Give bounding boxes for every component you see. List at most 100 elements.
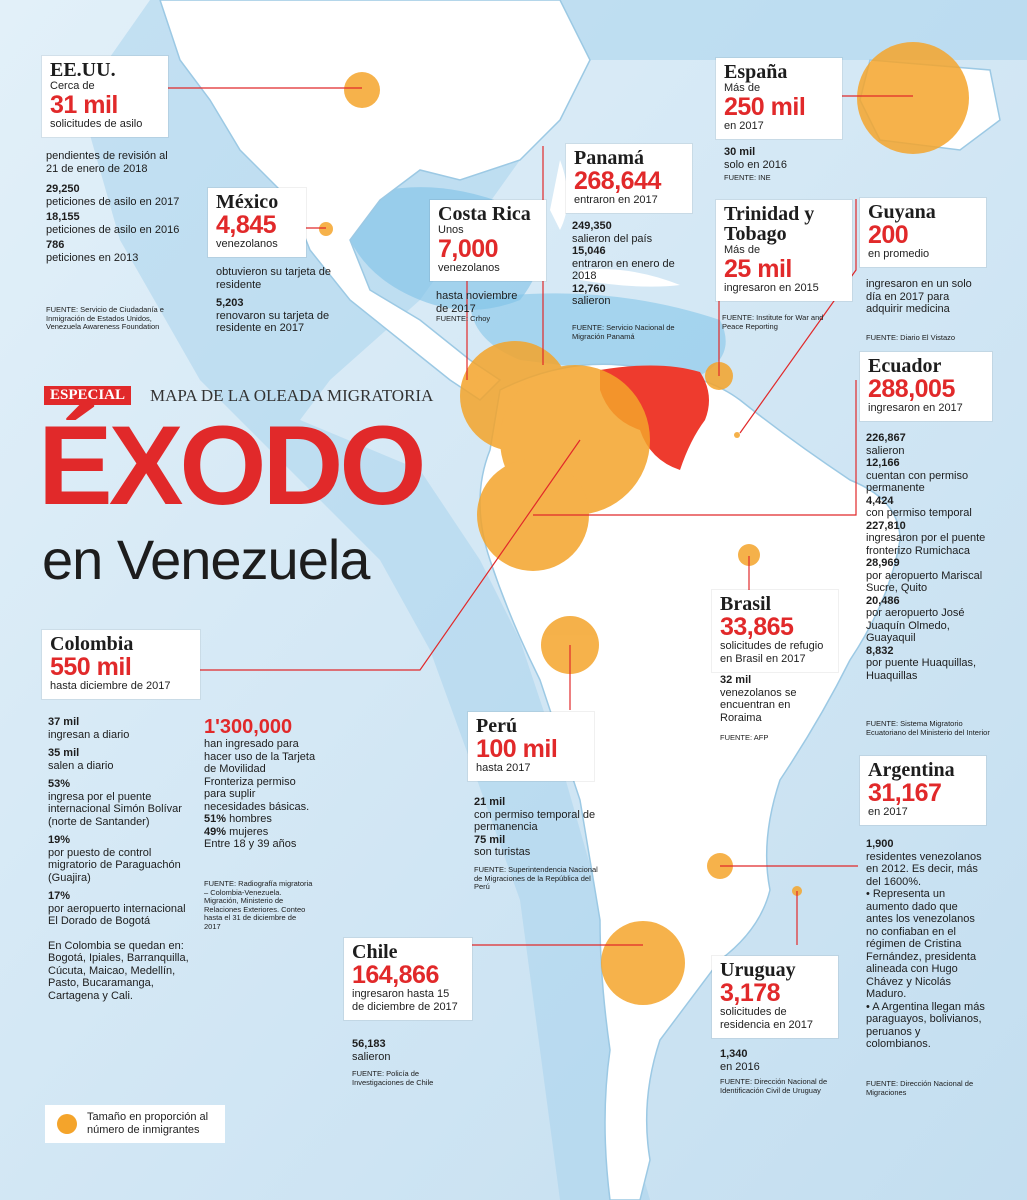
legend-text: Tamaño en proporción al número de inmigr… <box>87 1111 209 1136</box>
ecuador-big: 288,005 <box>868 375 955 403</box>
circle-mexico <box>319 222 333 236</box>
uruguay-source: FUENTE: Dirección Nacional de Identifica… <box>720 1077 828 1095</box>
argentina-source: FUENTE: Dirección Nacional de Migracione… <box>866 1079 974 1097</box>
uruguay-big: 3,178 <box>720 979 781 1007</box>
chile-text-2: salieron <box>352 1050 391 1063</box>
guyana-details: ingresaron en un solo día en 2017 para a… <box>866 278 986 319</box>
trinidad-name: Trinidad y Tobago <box>724 203 815 245</box>
mexico-name: México <box>216 191 279 213</box>
guyana-text: ingresaron en un solo día en 2017 para a… <box>866 278 972 315</box>
especial-tag: ESPECIAL <box>44 386 132 405</box>
brasil-name: Brasil <box>720 593 772 615</box>
ecuador-stat-3-num: 4,424 <box>866 494 894 507</box>
colombia-details: 37 mil ingresan a diario 35 mil salen a … <box>48 716 193 1005</box>
mexico-text-1: obtuvieron su tarjeta de residente <box>216 266 331 291</box>
argentina-box: Argentina 31,167 en 2017 <box>860 756 986 825</box>
colombia-age: Entre 18 y 39 años <box>204 838 297 850</box>
argentina-text-2: residentes venezolanos en 2012. Es decir… <box>866 850 982 888</box>
circle-costa-rica <box>474 375 490 391</box>
spain-num-2: 30 mil <box>724 146 756 158</box>
colombia-stat-5-text: por aeropuerto internacional El Dorado d… <box>48 902 186 928</box>
colombia-cities: En Colombia se quedan en: Bogotá, Ipiale… <box>48 939 189 1002</box>
uruguay-text-2: en 2016 <box>720 1060 760 1073</box>
costa-rica-text: hasta noviembre de 2017 <box>436 290 518 315</box>
colombia-source: FUENTE: Radiografía migratoria – Colombi… <box>204 879 313 931</box>
spain-details: 30 mil solo en 2016 <box>724 146 834 174</box>
ecuador-post: ingresaron en 2017 <box>868 402 963 414</box>
colombia-post: hasta diciembre de 2017 <box>50 680 171 692</box>
costa-rica-post: venezolanos <box>438 262 500 274</box>
spain-pre: Más de <box>724 82 761 94</box>
panama-source: FUENTE: Servicio Nacional de Migración P… <box>572 323 675 341</box>
spain-name: España <box>724 61 788 83</box>
usa-stat-3-num: 786 <box>46 239 65 251</box>
colombia-women-pct: 49% <box>204 825 227 838</box>
peru-stat-2-text: son turistas <box>474 846 531 858</box>
ecuador-stat-7-text: por puente Huaquillas, Huaquillas <box>866 657 977 682</box>
peru-details: 21 mil con permiso temporal de permanenc… <box>474 796 599 862</box>
panama-stat-2-num: 15,046 <box>572 245 606 257</box>
brasil-text-2: venezolanos se encuentran en Roraima <box>720 686 797 724</box>
uruguay-box: Uruguay 3,178 solicitudes de residencia … <box>712 956 838 1038</box>
ecuador-stat-2-text: cuentan con permiso permanente <box>866 469 969 495</box>
panama-stat-3-text: salieron <box>572 295 611 307</box>
costa-rica-source: FUENTE: Crhoy <box>436 314 491 323</box>
panama-big: 268,644 <box>574 167 661 195</box>
spain-text-2: solo en 2016 <box>724 158 787 171</box>
argentina-post: en 2017 <box>868 806 908 818</box>
mexico-details: obtuvieron su tarjeta de residente 5,203… <box>216 266 331 338</box>
brasil-post: solicitudes de refugio en Brasil en 2017 <box>720 640 824 665</box>
colombia-women: 49% mujeres <box>204 826 316 839</box>
chile-details: 56,183 salieron <box>352 1038 462 1066</box>
trinidad-post: ingresaron en 2015 <box>724 282 819 294</box>
panama-stat-1-num: 249,350 <box>572 220 612 232</box>
chile-source: FUENTE: Policía de Investigaciones de Ch… <box>352 1069 434 1087</box>
usa-name: EE.UU. <box>50 59 116 81</box>
chile-name: Chile <box>352 941 398 963</box>
legend: Tamaño en proporción al número de inmigr… <box>45 1105 225 1143</box>
colombia-box: Colombia 550 mil hasta diciembre de 2017 <box>42 630 200 699</box>
guyana-post: en promedio <box>868 248 930 260</box>
peru-box: Perú 100 mil hasta 2017 <box>468 712 594 781</box>
ecuador-stat-1-num: 226,867 <box>866 432 906 444</box>
uruguay-name: Uruguay <box>720 959 796 981</box>
guyana-big: 200 <box>868 221 909 249</box>
brasil-num-2: 32 mil <box>720 674 752 686</box>
trinidad-pre: Más de <box>724 244 761 256</box>
guyana-name: Guyana <box>868 201 936 223</box>
panama-box: Panamá 268,644 entraron en 2017 <box>566 144 692 213</box>
ecuador-box: Ecuador 288,005 ingresaron en 2017 <box>860 352 992 421</box>
colombia-stat-4-text: por puesto de control migratorio de Para… <box>48 846 181 884</box>
ecuador-source: FUENTE: Sistema Migratorio Ecuatoriano d… <box>866 719 990 737</box>
circle-chile <box>601 921 685 1005</box>
north-america <box>159 0 591 401</box>
uruguay-num-2: 1,340 <box>720 1048 748 1060</box>
brasil-box: Brasil 33,865 solicitudes de refugio en … <box>712 590 838 672</box>
spain-post: en 2017 <box>724 120 764 132</box>
ecuador-stat-5-num: 28,969 <box>866 557 900 569</box>
colombia-men: 51% hombres <box>204 813 316 826</box>
colombia-big: 550 mil <box>50 653 132 681</box>
mexico-num-2: 5,203 <box>216 297 244 309</box>
costa-rica-pre: Unos <box>438 224 464 236</box>
colombia-stat-1-num: 37 mil <box>48 716 80 728</box>
page-title-line2: en Venezuela <box>42 528 370 591</box>
mexico-text-2: renovaron su tarjeta de residente en 201… <box>216 309 330 335</box>
panama-stat-3-num: 12,760 <box>572 282 606 295</box>
spain-box: España Más de 250 mil en 2017 <box>716 58 842 139</box>
ecuador-stat-5-text: por aeropuerto Mariscal Sucre, Quito <box>866 569 983 595</box>
colombia-name: Colombia <box>50 633 134 655</box>
usa-pre: Cerca de <box>50 80 95 92</box>
circle-guyana <box>734 432 740 438</box>
ecuador-stat-4-text: ingresaron por el puente fronterizo Rumi… <box>866 532 986 557</box>
argentina-bullet-1: • Representa un aumento dado que antes l… <box>866 888 977 1000</box>
circles <box>319 42 969 1005</box>
colombia-stat-2-text: salen a diario <box>48 759 114 772</box>
usa-note: pendientes de revisión al 21 de enero de… <box>46 150 168 175</box>
shelf-pacific <box>80 0 1027 1200</box>
colombia-extra-big: 1'300,000 <box>204 716 293 738</box>
uruguay-details: 1,340 en 2016 <box>720 1048 830 1076</box>
chile-post: ingresaron hasta 15 de diciembre de 2017 <box>352 988 458 1013</box>
leader-lines <box>155 87 913 946</box>
peru-name: Perú <box>476 715 518 737</box>
